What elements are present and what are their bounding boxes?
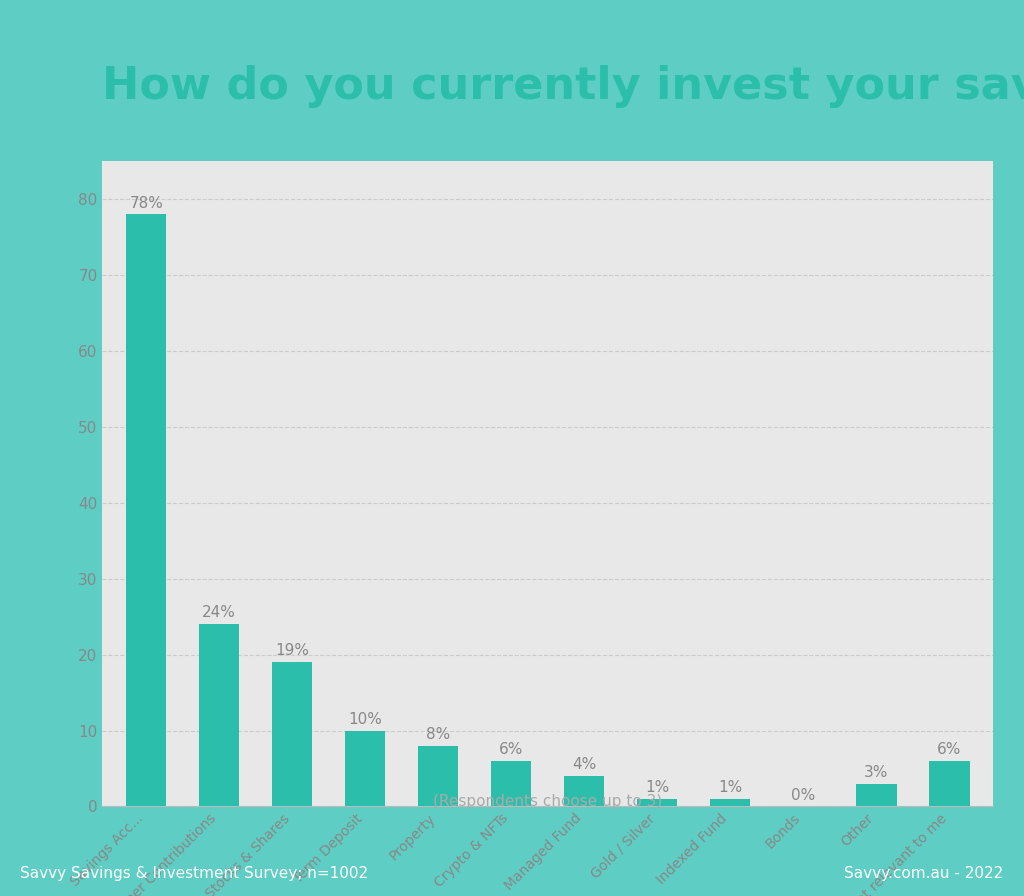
Text: Savvy.com.au - 2022: Savvy.com.au - 2022 xyxy=(844,866,1004,881)
Text: 6%: 6% xyxy=(937,742,962,757)
Text: 78%: 78% xyxy=(129,195,163,211)
Bar xyxy=(345,730,385,806)
Bar xyxy=(272,662,312,806)
Text: 10%: 10% xyxy=(348,711,382,727)
Bar xyxy=(492,761,531,806)
Bar xyxy=(418,745,459,806)
Bar xyxy=(856,784,897,806)
Bar xyxy=(199,625,240,806)
Bar xyxy=(930,761,970,806)
Text: Savvy Savings & Investment Survey; n=1002: Savvy Savings & Investment Survey; n=100… xyxy=(20,866,369,881)
Text: (Respondents choose up to 3): (Respondents choose up to 3) xyxy=(433,795,663,809)
Text: 8%: 8% xyxy=(426,727,451,742)
Bar xyxy=(637,799,678,806)
Text: 1%: 1% xyxy=(645,780,670,795)
Text: 3%: 3% xyxy=(864,765,889,780)
Text: 1%: 1% xyxy=(718,780,742,795)
Text: 24%: 24% xyxy=(203,606,237,620)
Text: 0%: 0% xyxy=(792,788,815,803)
Text: 6%: 6% xyxy=(499,742,523,757)
Bar xyxy=(711,799,751,806)
Bar xyxy=(126,214,166,806)
Text: How do you currently invest your savings?: How do you currently invest your savings… xyxy=(102,65,1024,108)
Text: 19%: 19% xyxy=(275,643,309,659)
Text: 4%: 4% xyxy=(572,757,596,772)
Bar xyxy=(564,776,604,806)
